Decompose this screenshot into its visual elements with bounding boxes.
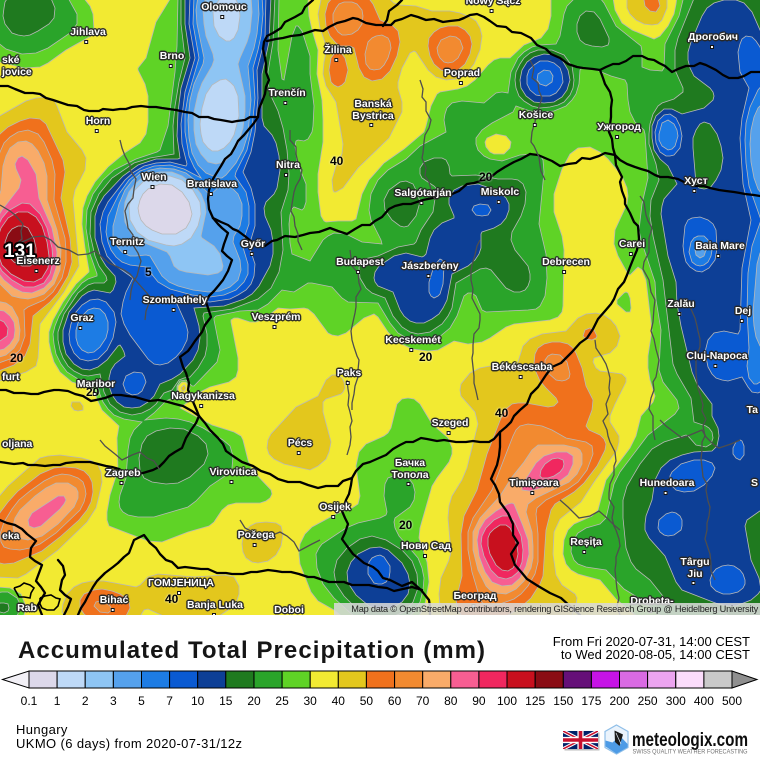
svg-text:meteologix.com: meteologix.com: [632, 729, 748, 751]
svg-text:SWISS QUALITY WEATHER FORECAST: SWISS QUALITY WEATHER FORECASTING: [633, 749, 748, 756]
